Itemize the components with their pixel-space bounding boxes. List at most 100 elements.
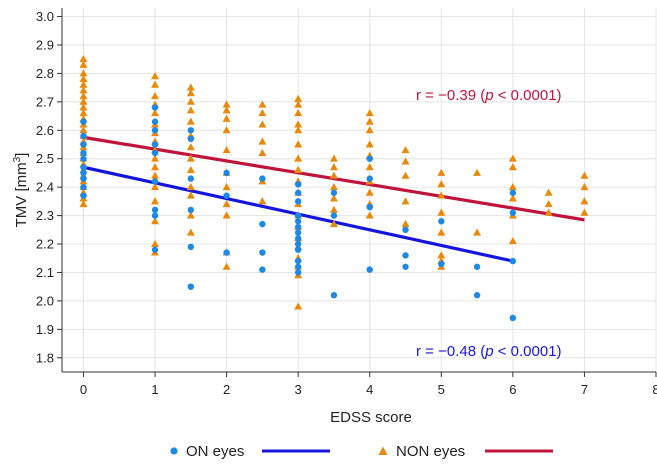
non-eyes-point — [401, 145, 410, 154]
y-tick-label: 3.0 — [36, 9, 54, 24]
non-eyes-point — [186, 106, 195, 114]
non-eyes-point — [258, 197, 267, 205]
x-tick-label: 2 — [223, 382, 230, 397]
non-eyes-point — [186, 143, 195, 151]
legend-on-eyes-marker — [170, 447, 178, 455]
on-eyes-point — [438, 260, 445, 268]
on-eyes-point — [330, 189, 338, 197]
y-tick-label: 2.4 — [36, 180, 54, 195]
non-eyes-point — [437, 251, 446, 259]
non-eyes-point — [79, 86, 88, 94]
non-eyes-point — [186, 154, 195, 162]
non-eyes-point — [544, 208, 553, 216]
on-eyes-point — [294, 212, 302, 219]
y-tick-label: 2.0 — [36, 293, 54, 308]
non-eyes-point — [79, 200, 88, 208]
on-eyes-point — [80, 132, 87, 140]
on-eyes-point — [294, 189, 302, 197]
on-eyes-point — [151, 104, 159, 111]
on-eyes-point — [151, 178, 159, 185]
non-eyes-point — [437, 191, 446, 199]
y-tick-label: 2.1 — [36, 265, 54, 280]
on-eyes-point — [151, 206, 159, 214]
on-eyes-point — [473, 263, 481, 270]
on-eyes-point — [509, 314, 517, 322]
x-tick-label: 4 — [366, 382, 373, 397]
x-tick-label: 0 — [80, 382, 87, 397]
plot-area — [62, 8, 656, 372]
on-eyes-point — [187, 175, 195, 182]
on-eyes-point — [294, 218, 302, 225]
on-eyes-point — [151, 118, 159, 125]
on-eyes-point — [294, 235, 302, 242]
on-eyes-point — [223, 192, 230, 199]
x-tick-label: 8 — [652, 382, 657, 397]
non-eyes-point — [294, 100, 303, 108]
non-eyes-point — [401, 171, 410, 179]
on-eyes-point — [366, 266, 373, 273]
non-eyes-point — [401, 157, 410, 165]
on-eyes-point — [80, 192, 87, 199]
x-tick-label: 7 — [581, 382, 588, 397]
non-eyes-point — [222, 200, 231, 208]
on-eyes-point — [294, 257, 302, 265]
axes: 1.8 1.9 2.0 2.1 2.2 2.3 2.4 2.5 2.6 2.7 2.8 2.9 3.0 0… — [36, 8, 657, 397]
non-eyes-point — [580, 208, 589, 216]
x-tick-label: 1 — [151, 382, 158, 397]
non-eyes-point — [294, 120, 303, 128]
non-eyes-point — [580, 197, 589, 205]
on-eyes-point — [402, 252, 409, 259]
y-tick-label: 2.8 — [36, 66, 54, 81]
on-eyes-point — [187, 127, 195, 134]
y-tick-label: 2.6 — [36, 123, 54, 138]
non-eyes-point — [365, 188, 374, 196]
non-eyes-point — [508, 182, 517, 191]
non-eyes-point — [437, 180, 446, 188]
non-eyes-point — [151, 154, 160, 162]
non-eyes-point — [294, 165, 303, 174]
non-eyes-point — [508, 236, 517, 245]
on-eyes-point — [80, 118, 87, 125]
on-eyes-point — [402, 226, 409, 234]
non-eyes-point — [294, 126, 303, 134]
non-eyes-point — [329, 154, 338, 162]
non-eyes-point — [186, 228, 195, 236]
non-eyes-point — [294, 140, 303, 148]
non-eyes-point — [151, 109, 160, 117]
non-eyes-point — [222, 145, 231, 154]
x-axis-title: EDSS score — [330, 409, 412, 426]
non-eyes-point — [79, 97, 88, 105]
y-tick-label: 1.9 — [36, 322, 54, 337]
non-eyes-point — [79, 60, 88, 68]
non-eyes-point — [222, 126, 231, 134]
non-eyes-point — [294, 109, 303, 117]
non-eyes-point — [329, 205, 338, 213]
on-eyes-point — [80, 164, 87, 171]
on-eyes-point — [187, 135, 195, 143]
non-eyes-point — [151, 239, 160, 247]
non-eyes-point — [79, 126, 88, 134]
on-eyes-point — [259, 175, 266, 182]
non-eyes-point — [544, 200, 553, 208]
on-eyes-point — [151, 149, 159, 157]
on-eyes-point — [187, 283, 195, 290]
non-eyes-point — [151, 197, 160, 205]
y-tick-label: 2.3 — [36, 208, 54, 223]
on-eyes-point — [259, 220, 266, 228]
non-eyes-point — [258, 137, 267, 145]
on-eyes-point — [294, 263, 302, 270]
non-eyes-point — [473, 228, 482, 236]
non-eyes-point — [79, 109, 88, 117]
non-eyes-point — [508, 194, 517, 202]
non-eyes-point — [151, 91, 160, 100]
y-axis-title: TMV [mm3] — [12, 153, 30, 228]
on-eyes-point — [509, 209, 517, 216]
on-eyes-correlation-annotation: r = −0.48 (p < 0.0001) — [416, 343, 562, 360]
non-eyes-point — [186, 191, 195, 199]
non-eyes-point — [79, 69, 88, 77]
on-eyes-point — [187, 243, 195, 251]
non-eyes-point — [365, 211, 374, 219]
y-tick-label: 2.7 — [36, 94, 54, 109]
non-eyes-point — [508, 154, 517, 162]
